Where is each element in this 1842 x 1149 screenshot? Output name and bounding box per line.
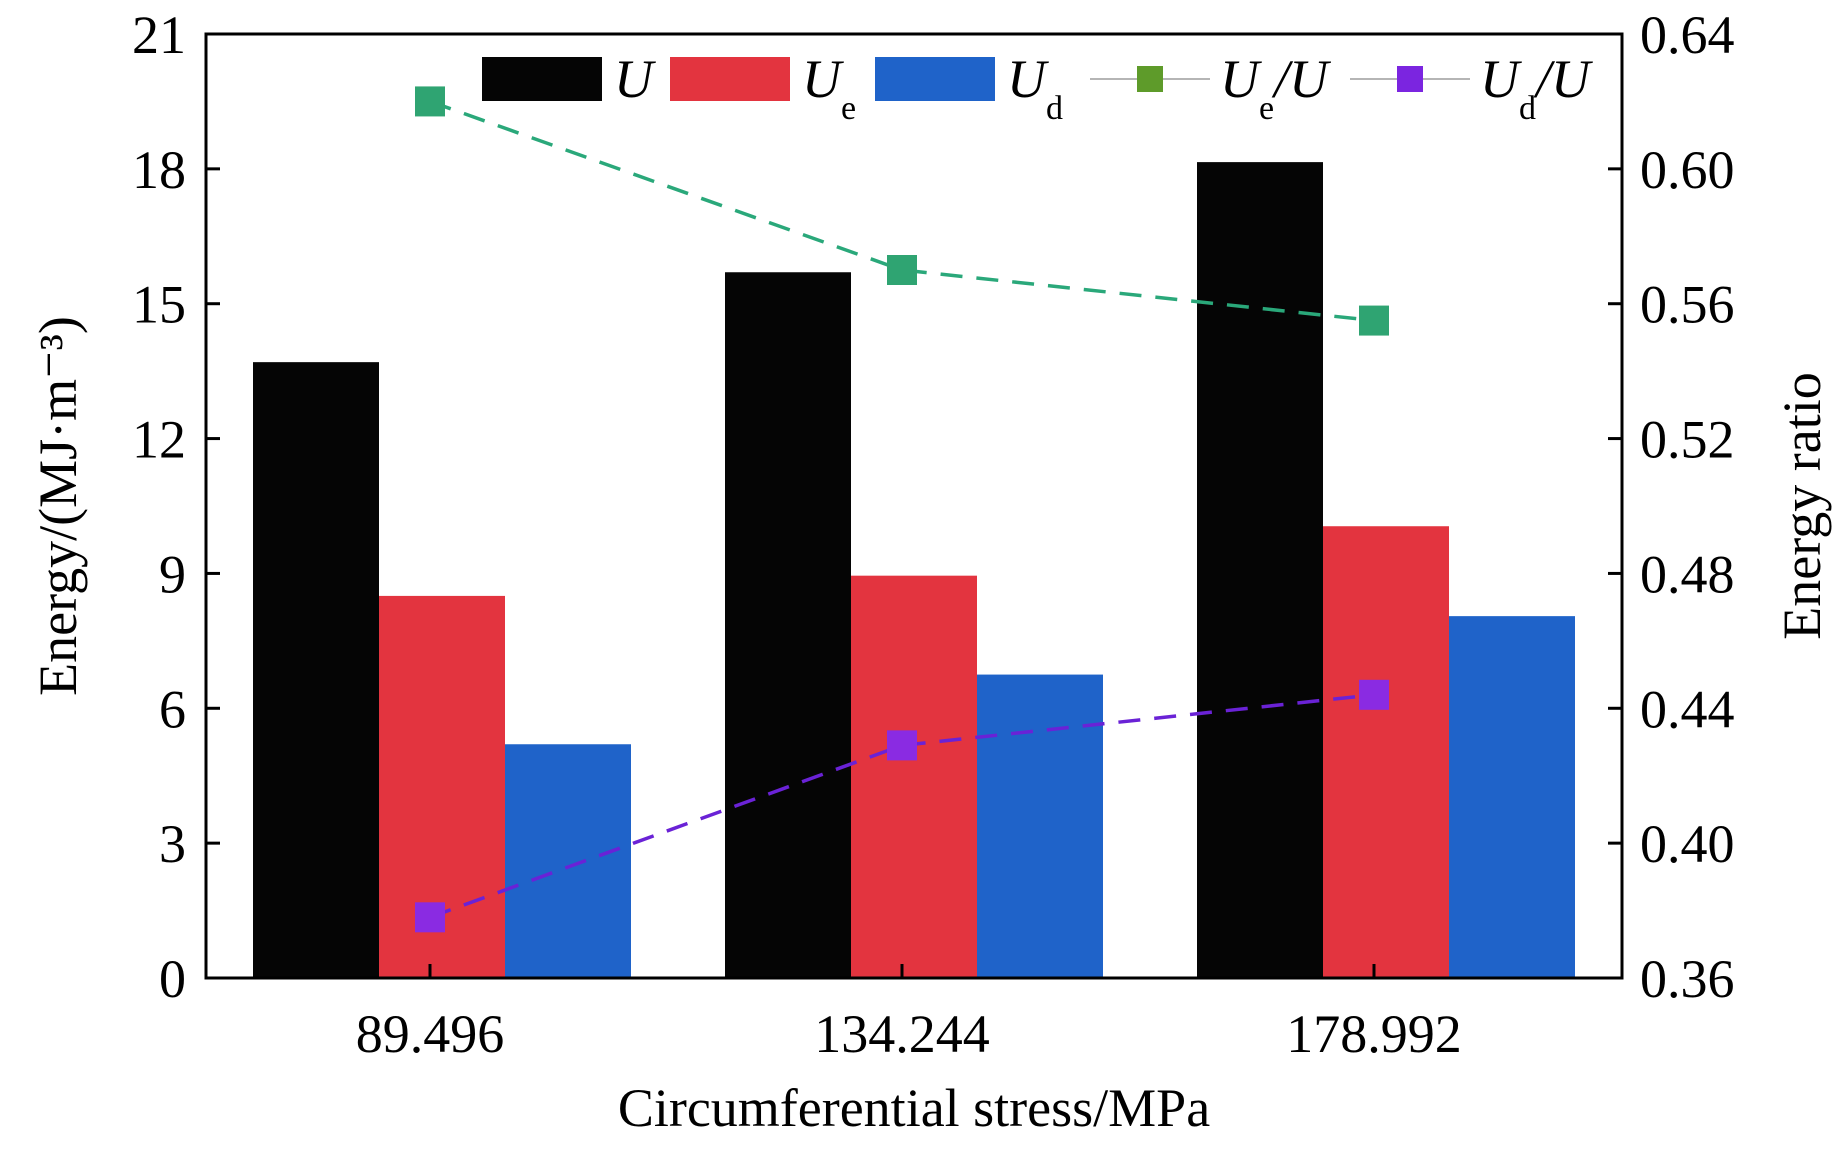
legend-label-2: Ud bbox=[1007, 49, 1063, 127]
y-axis-title: Energy/(MJ·m⁻³) bbox=[28, 316, 88, 696]
marker-ud-u-0 bbox=[415, 902, 445, 933]
left-tick-label-4: 12 bbox=[132, 410, 186, 470]
right-tick-label-3: 0.48 bbox=[1640, 544, 1735, 604]
right-tick-label-2: 0.44 bbox=[1640, 679, 1735, 739]
y-axis-right-title: Energy ratio bbox=[1772, 372, 1832, 639]
marker-ue-u-0 bbox=[415, 86, 445, 117]
legend-label-0: U bbox=[614, 49, 656, 109]
right-tick-label-6: 0.60 bbox=[1640, 140, 1735, 200]
left-tick-label-3: 9 bbox=[159, 544, 186, 604]
legend: U Ue Ud Ue/U Ud/U bbox=[482, 49, 1593, 127]
bar-u-1 bbox=[725, 272, 851, 978]
left-tick-label-1: 3 bbox=[159, 814, 186, 874]
marker-ue-u-2 bbox=[1359, 305, 1389, 336]
bar-ud-2 bbox=[1449, 616, 1575, 978]
marker-ud-u-2 bbox=[1359, 679, 1389, 710]
marker-ud-u-1 bbox=[887, 730, 917, 761]
x-tick-label-2: 178.992 bbox=[1286, 1004, 1462, 1064]
right-tick-label-1: 0.40 bbox=[1640, 814, 1735, 874]
bars-layer bbox=[253, 162, 1575, 979]
left-tick-label-6: 18 bbox=[132, 140, 186, 200]
lines-layer bbox=[415, 86, 1389, 933]
left-tick-label-0: 0 bbox=[159, 949, 186, 1009]
x-axis: 89.496 134.244 178.992 bbox=[356, 964, 1462, 1064]
left-tick-label-7: 21 bbox=[132, 5, 186, 65]
legend-label-4: Ud/U bbox=[1480, 49, 1593, 127]
legend-label-3: Ue/U bbox=[1220, 49, 1331, 127]
bar-ue-2 bbox=[1323, 526, 1449, 978]
left-axis: 0 3 6 9 12 15 18 21 bbox=[132, 5, 220, 1009]
right-axis: 0.36 0.40 0.44 0.48 0.52 0.56 0.60 0.64 bbox=[1608, 5, 1735, 1009]
x-tick-label-1: 134.244 bbox=[814, 1004, 990, 1064]
right-tick-label-5: 0.56 bbox=[1640, 275, 1735, 335]
left-tick-label-2: 6 bbox=[159, 679, 186, 739]
legend-marker-4 bbox=[1397, 66, 1423, 92]
bar-ue-1 bbox=[851, 575, 977, 978]
bar-u-0 bbox=[253, 362, 379, 979]
left-tick-label-5: 15 bbox=[132, 275, 186, 335]
bar-u-2 bbox=[1197, 162, 1323, 979]
bar-ud-0 bbox=[505, 744, 631, 978]
legend-swatch-1 bbox=[670, 57, 790, 101]
right-tick-label-7: 0.64 bbox=[1640, 5, 1735, 65]
legend-marker-3 bbox=[1137, 66, 1163, 92]
bar-ud-1 bbox=[977, 674, 1103, 978]
marker-ue-u-1 bbox=[887, 255, 917, 285]
legend-label-1: Ue bbox=[802, 49, 856, 127]
plot-frame bbox=[204, 32, 1624, 980]
right-tick-label-0: 0.36 bbox=[1640, 949, 1735, 1009]
x-tick-label-0: 89.496 bbox=[356, 1004, 505, 1064]
legend-swatch-0 bbox=[482, 57, 602, 101]
x-axis-title: Circumferential stress/MPa bbox=[618, 1078, 1210, 1138]
legend-swatch-2 bbox=[875, 57, 995, 101]
right-tick-label-4: 0.52 bbox=[1640, 410, 1735, 470]
